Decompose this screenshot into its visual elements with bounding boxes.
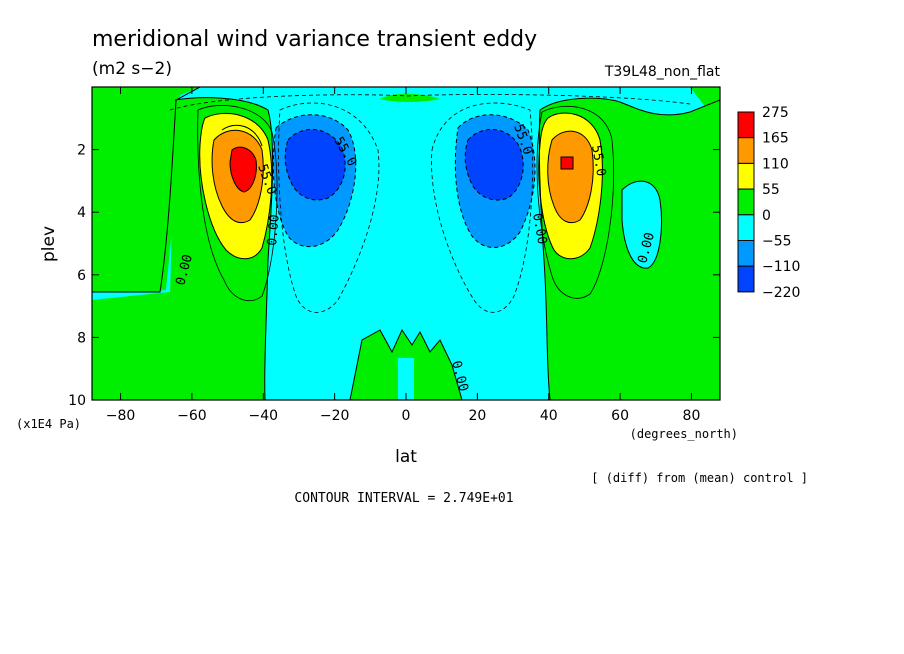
x-tick-label: 0 [402,408,411,424]
contour-label: 0.00 [265,214,283,247]
colorbar-label: 0 [762,208,771,224]
x-tick-label: −20 [320,408,350,424]
colorbar-swatch [737,188,755,216]
contour-interval: CONTOUR INTERVAL = 2.749E+01 [294,491,513,506]
x-tick-label: 60 [611,408,629,424]
y-tick-label: 8 [77,330,86,346]
contour-lines [92,87,720,400]
colorbar-label: −220 [762,285,800,301]
right-trough-deep [465,129,524,200]
y-tick-label: 6 [77,268,86,284]
x-tick-label: −60 [177,408,207,424]
left-peak-red [230,147,257,192]
colorbar: 275 165 110 55 0 −55 −110 −220 [737,105,800,301]
contour-lines-dashed [169,94,691,313]
colorbar-label: 275 [762,105,789,121]
x-tick-label: −40 [248,408,278,424]
x-units: (degrees_north) [630,427,738,441]
colorbar-swatch [737,137,755,164]
green-left-corner [92,87,200,292]
colorbar-swatch [737,111,755,139]
chart-title: meridional wind variance transient eddy [92,27,537,52]
y-tick-label: 10 [68,393,86,409]
colorbar-swatch [737,265,755,293]
x-axis: −80 −60 −40 −20 0 20 40 60 80 [106,87,701,424]
y-tick-label: 4 [77,205,86,221]
cyan-right-hole [622,181,662,269]
colorbar-label: −110 [762,259,800,275]
y-units: (x1E4 Pa) [16,417,81,431]
colorbar-label: 165 [762,131,789,147]
contour-label: 55.0 [588,144,608,177]
green-top-sliver [380,93,440,102]
x-tick-label: 20 [468,408,486,424]
y-axis: 2 4 6 8 10 [68,143,720,409]
colorbar-swatch [737,214,755,242]
comparison-note: [ (diff) from (mean) control ] [591,471,808,485]
contour-label: 0.00 [529,212,549,245]
y-tick-label: 2 [77,143,86,159]
colorbar-swatch [737,162,755,190]
colorbar-label: 55 [762,182,780,198]
run-label: T39L48_non_flat [604,64,721,80]
colorbar-label: 110 [762,156,789,172]
right-peak-orange [547,131,594,223]
x-tick-label: 80 [683,408,701,424]
right-peak-red [560,156,574,170]
colorbar-label: −55 [762,234,792,250]
contour-field [92,87,720,400]
x-axis-label: lat [395,447,417,467]
colorbar-swatch [737,240,755,267]
y-axis-label: plev [39,226,59,262]
chart-units: (m2 s−2) [92,59,172,79]
x-tick-label: −80 [106,408,136,424]
x-tick-label: 40 [540,408,558,424]
cyan-bottom-notch [398,358,414,400]
left-trough-deep [285,129,346,200]
